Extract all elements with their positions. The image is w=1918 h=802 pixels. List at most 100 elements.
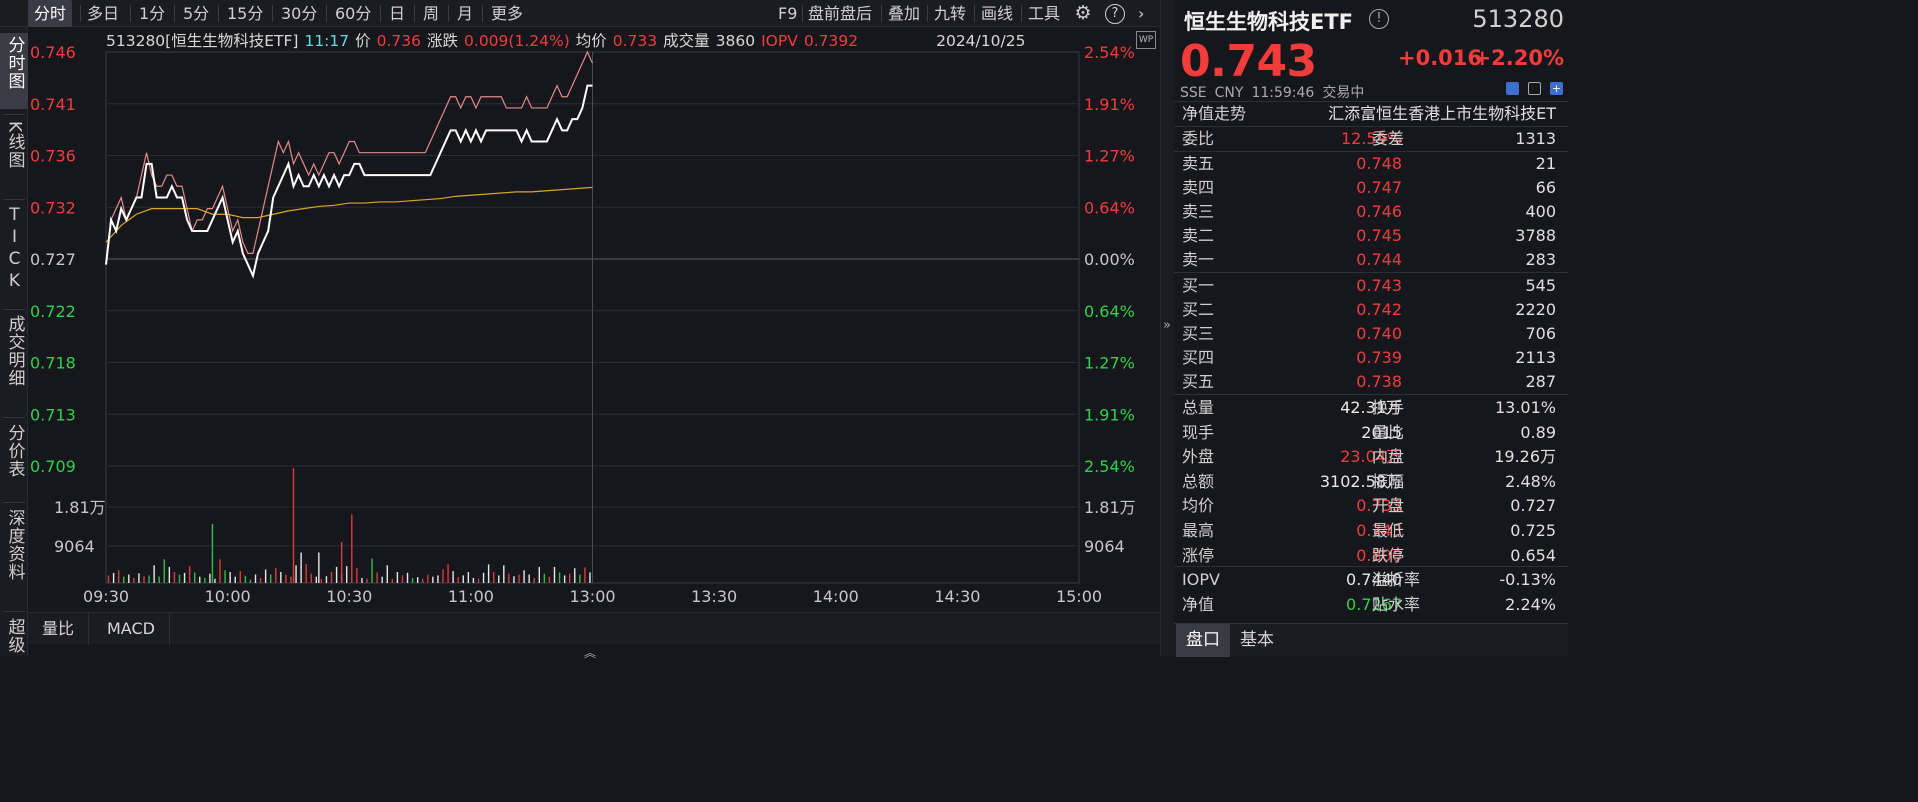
bid-row[interactable]: 买三 0.740 706	[1174, 322, 1568, 346]
jiuzhuan-button[interactable]: 九转	[934, 4, 967, 23]
volume-axis-tick: 1.81万	[54, 498, 106, 517]
vtab-label: 分价表	[4, 424, 25, 478]
vtab-super[interactable]: 超级	[0, 618, 28, 656]
gear-icon[interactable]: ⚙	[1074, 2, 1092, 24]
help-icon[interactable]: ?	[1105, 4, 1125, 24]
vtab-tick[interactable]: TICK	[0, 205, 28, 301]
overlay-button[interactable]: 叠加	[888, 4, 921, 23]
premarket-button[interactable]: 盘前盘后	[808, 4, 873, 23]
tab-month[interactable]: 月	[457, 4, 474, 23]
volume-axis-tick: 9064	[54, 537, 95, 556]
change-value: 0.009(1.24%)	[464, 32, 570, 50]
price-axis-tick: 0.746	[30, 43, 76, 62]
tab-60min[interactable]: 60分	[335, 4, 372, 23]
tools-button[interactable]: 工具	[1028, 4, 1061, 23]
bid-row[interactable]: 买五 0.738 287	[1174, 370, 1568, 394]
chevron-right-icon[interactable]: ›	[1138, 4, 1145, 23]
tab-intraday[interactable]: 分时	[28, 0, 73, 27]
vtab-depth-data[interactable]: 深度资料	[0, 509, 28, 605]
toolbar-divider	[272, 5, 273, 22]
intraday-chart[interactable]: 0.746 2.54% 0.741 1.91% 0.736 1.27% 0.732 0.64%…	[28, 27, 1160, 610]
tab-basics[interactable]: 基本	[1240, 630, 1274, 650]
time-axis-tick: 10:30	[326, 587, 372, 606]
price-axis-tick: 0.709	[30, 457, 76, 476]
price-axis-tick: 0.713	[30, 405, 76, 424]
panel-collapse-handle[interactable]: »	[1160, 0, 1174, 656]
weicha-value: 1313	[1515, 129, 1556, 148]
tab-30min[interactable]: 30分	[281, 4, 318, 23]
bid-price: 0.739	[1356, 348, 1402, 367]
vtab-kline-chart[interactable]: K线图	[0, 121, 28, 193]
price-line	[105, 84, 593, 279]
order-ratio-row: 委比 12.59% 委差 1313	[1174, 127, 1568, 151]
toolbar-divider	[218, 5, 219, 22]
ask-volume: 21	[1535, 154, 1556, 173]
vtab-label: 超级	[4, 618, 25, 654]
add-icon[interactable]: +	[1550, 82, 1563, 95]
tab-day[interactable]: 日	[389, 4, 406, 23]
stat-label: 量比	[1372, 422, 1405, 442]
stat-value: 3102.58万	[1319, 471, 1402, 491]
tab-5min[interactable]: 5分	[183, 4, 210, 23]
vtab-price-table[interactable]: 分价表	[0, 424, 28, 496]
wp-badge-icon[interactable]: WP	[1136, 31, 1156, 49]
vtab-intraday-chart[interactable]: 分时图	[0, 33, 28, 109]
time-axis-tick: 09:30	[83, 587, 129, 606]
stat-row: 涨停 0.800 跌停 0.654	[1174, 544, 1568, 568]
time-axis-tick: 13:00	[569, 587, 615, 606]
divider	[1174, 272, 1568, 273]
stat-row: 最高 0.743 最低 0.725	[1174, 519, 1568, 543]
ask-volume: 283	[1525, 250, 1556, 269]
ask-row[interactable]: 卖四 0.747 66	[1174, 176, 1568, 200]
percent-axis-tick: 1.27%	[1084, 147, 1135, 166]
nav-trend-row[interactable]: 净值走势 汇添富恒生香港上市生物科技ET	[1174, 102, 1568, 126]
tab-volume-ratio[interactable]: 量比	[28, 613, 90, 645]
tab-order-book[interactable]: 盘口	[1176, 624, 1230, 657]
toolbar-divider	[130, 5, 131, 22]
divider	[1174, 394, 1568, 395]
tab-15min[interactable]: 15分	[227, 4, 264, 23]
bid-row[interactable]: 买一 0.743 545	[1174, 274, 1568, 298]
toolbar-divider	[380, 5, 381, 22]
stat-value: 0.733	[1356, 496, 1402, 516]
view-tabs: 分时图 K线图 TICK 成交明细 分价表 深度资料 超级	[0, 27, 28, 656]
vtab-trade-details[interactable]: 成交明细	[0, 315, 28, 411]
edit-icon[interactable]	[1506, 82, 1519, 95]
ask-row[interactable]: 卖五 0.748 21	[1174, 152, 1568, 176]
stat-label: 内盘	[1372, 447, 1405, 467]
tab-multiday[interactable]: 多日	[87, 4, 120, 23]
bid-row[interactable]: 买二 0.742 2220	[1174, 298, 1568, 322]
bid-level-label: 买二	[1182, 300, 1215, 319]
bid-row[interactable]: 买四 0.739 2113	[1174, 346, 1568, 370]
price-change-percent: +2.20%	[1473, 46, 1564, 70]
tab-macd[interactable]: MACD	[93, 613, 170, 645]
stat-label: 涨停	[1182, 545, 1215, 565]
stat-label: 振幅	[1372, 471, 1405, 491]
alert-bell-icon[interactable]	[1528, 82, 1541, 95]
chevron-up-icon[interactable]: ︽	[584, 646, 597, 660]
info-icon[interactable]: !	[1369, 9, 1389, 29]
time-axis-tick: 14:30	[934, 587, 980, 606]
bid-price: 0.740	[1356, 324, 1402, 343]
tab-more[interactable]: 更多	[491, 4, 524, 23]
chart-canvas: 0.746 2.54% 0.741 1.91% 0.736 1.27% 0.732 0.64%…	[30, 43, 1136, 606]
ask-row[interactable]: 卖一 0.744 283	[1174, 248, 1568, 272]
volume-axis-tick: 9064	[1084, 537, 1125, 556]
tab-1min[interactable]: 1分	[139, 4, 166, 23]
draw-line-button[interactable]: 画线	[981, 4, 1014, 23]
stat-value: 0.7267	[1346, 595, 1402, 614]
iopv-line	[105, 50, 594, 265]
fund-full-name: 汇添富恒生香港上市生物科技ET	[1328, 104, 1556, 123]
percent-axis-tick: 1.91%	[1084, 95, 1135, 114]
indicator-tabs: 量比 MACD	[28, 612, 1160, 645]
ask-row[interactable]: 卖三 0.746 400	[1174, 200, 1568, 224]
volume-label: 成交量	[663, 32, 710, 50]
toolbar-divider	[448, 5, 449, 22]
stat-row: 总额 3102.58万 振幅 2.48%	[1174, 470, 1568, 494]
stat-value: 0.89	[1520, 422, 1556, 442]
stat-label: 贴水率	[1372, 595, 1421, 614]
f9-button[interactable]: F9	[778, 4, 798, 23]
ask-row[interactable]: 卖二 0.745 3788	[1174, 224, 1568, 248]
tab-week[interactable]: 周	[423, 4, 440, 23]
time-axis-tick: 11:00	[448, 587, 494, 606]
